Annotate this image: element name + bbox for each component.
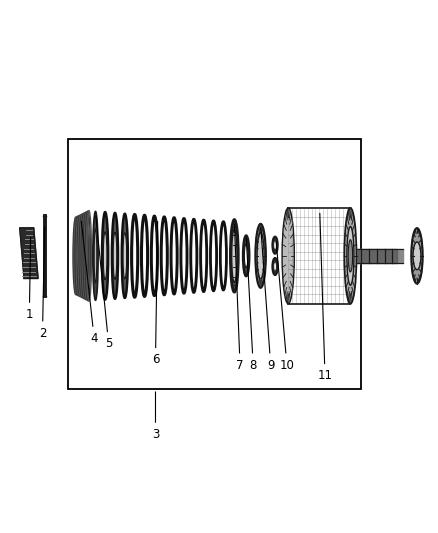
Ellipse shape	[103, 232, 107, 280]
Text: 1: 1	[25, 237, 33, 321]
Ellipse shape	[113, 232, 117, 279]
Ellipse shape	[93, 212, 98, 300]
Ellipse shape	[272, 258, 278, 275]
Ellipse shape	[274, 240, 276, 250]
Ellipse shape	[272, 237, 278, 254]
Text: 6: 6	[152, 221, 159, 366]
Ellipse shape	[230, 220, 238, 292]
Bar	[68, 139, 361, 389]
Ellipse shape	[257, 233, 264, 279]
Ellipse shape	[243, 236, 249, 276]
Text: 7: 7	[234, 224, 244, 372]
Text: 10: 10	[276, 241, 294, 372]
Ellipse shape	[347, 227, 354, 285]
Text: 2: 2	[39, 227, 46, 340]
Ellipse shape	[232, 229, 237, 282]
Ellipse shape	[102, 212, 108, 300]
Text: 4: 4	[81, 221, 98, 345]
Ellipse shape	[348, 240, 353, 272]
Ellipse shape	[411, 228, 423, 284]
Ellipse shape	[123, 233, 127, 279]
Ellipse shape	[94, 229, 97, 283]
Text: 8: 8	[246, 238, 257, 372]
Text: 11: 11	[318, 213, 332, 382]
Ellipse shape	[282, 208, 294, 304]
Text: 5: 5	[96, 216, 112, 350]
Ellipse shape	[413, 242, 421, 270]
Text: 9: 9	[261, 228, 275, 372]
Polygon shape	[20, 228, 38, 278]
Ellipse shape	[274, 262, 276, 271]
Text: 3: 3	[152, 392, 159, 441]
Ellipse shape	[255, 224, 266, 288]
Ellipse shape	[122, 214, 128, 298]
Ellipse shape	[112, 213, 118, 298]
Ellipse shape	[344, 208, 357, 304]
Ellipse shape	[244, 244, 248, 268]
